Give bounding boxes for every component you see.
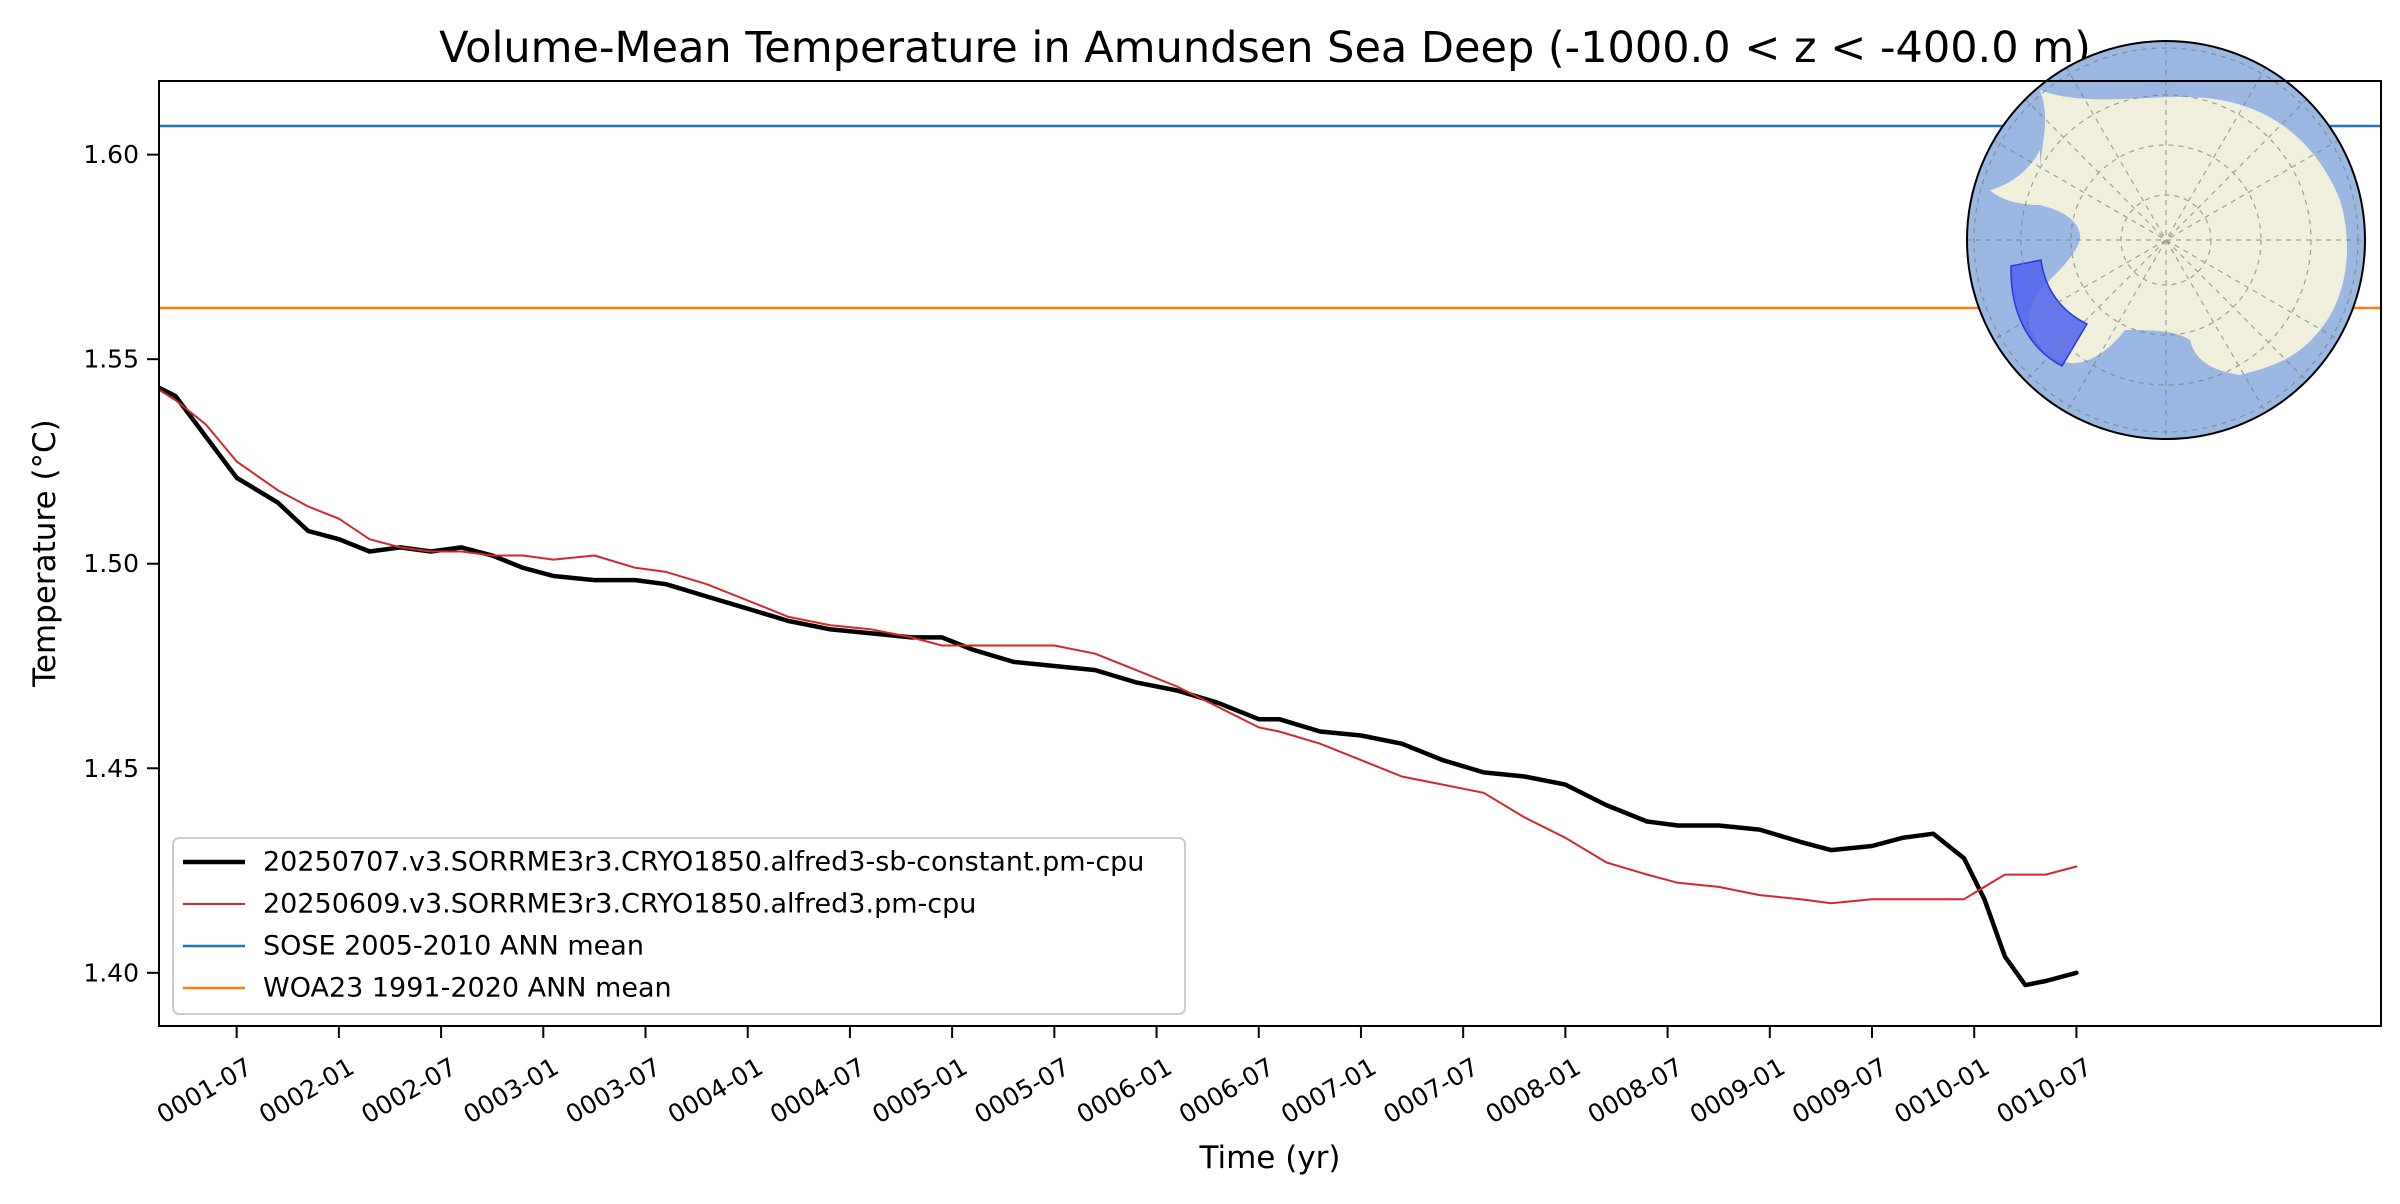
y-axis-ticks: 1.40 1.45 1.50 1.55 1.60 <box>83 140 159 987</box>
amundsen-sea-region <box>2010 259 2089 367</box>
inset-map <box>1966 40 2366 440</box>
map-gridlines <box>1967 41 2365 439</box>
legend-box <box>172 837 1186 1015</box>
series-line-2 <box>159 388 2078 905</box>
antarctic-peninsula <box>1990 150 2040 205</box>
y-axis-label: Temperature (°C) <box>27 419 63 688</box>
legend-label: 20250707.v3.SORRME3r3.CRYO1850.alfred3-s… <box>263 847 1144 878</box>
y-tick-label: 1.60 <box>83 140 139 169</box>
y-tick-label: 1.55 <box>83 345 139 374</box>
chart-title: Volume-Mean Temperature in Amundsen Sea … <box>439 23 2091 73</box>
antarctica-landmass <box>2028 90 2348 375</box>
legend-label: 20250609.v3.SORRME3r3.CRYO1850.alfred3.p… <box>263 889 976 920</box>
legend: 20250707.v3.SORRME3r3.CRYO1850.alfred3-s… <box>172 837 1186 1015</box>
x-axis-label: Time (yr) <box>1199 1140 1341 1176</box>
y-tick-label: 1.45 <box>83 754 139 783</box>
y-tick-label: 1.50 <box>83 549 139 578</box>
plot-area-frame <box>158 80 2382 1027</box>
globe-outline <box>1966 40 2366 440</box>
legend-label: WOA23 1991-2020 ANN mean <box>263 973 672 1004</box>
y-tick-label: 1.40 <box>83 958 139 987</box>
legend-label: SOSE 2005-2010 ANN mean <box>263 931 644 962</box>
series-layer <box>159 124 2381 988</box>
